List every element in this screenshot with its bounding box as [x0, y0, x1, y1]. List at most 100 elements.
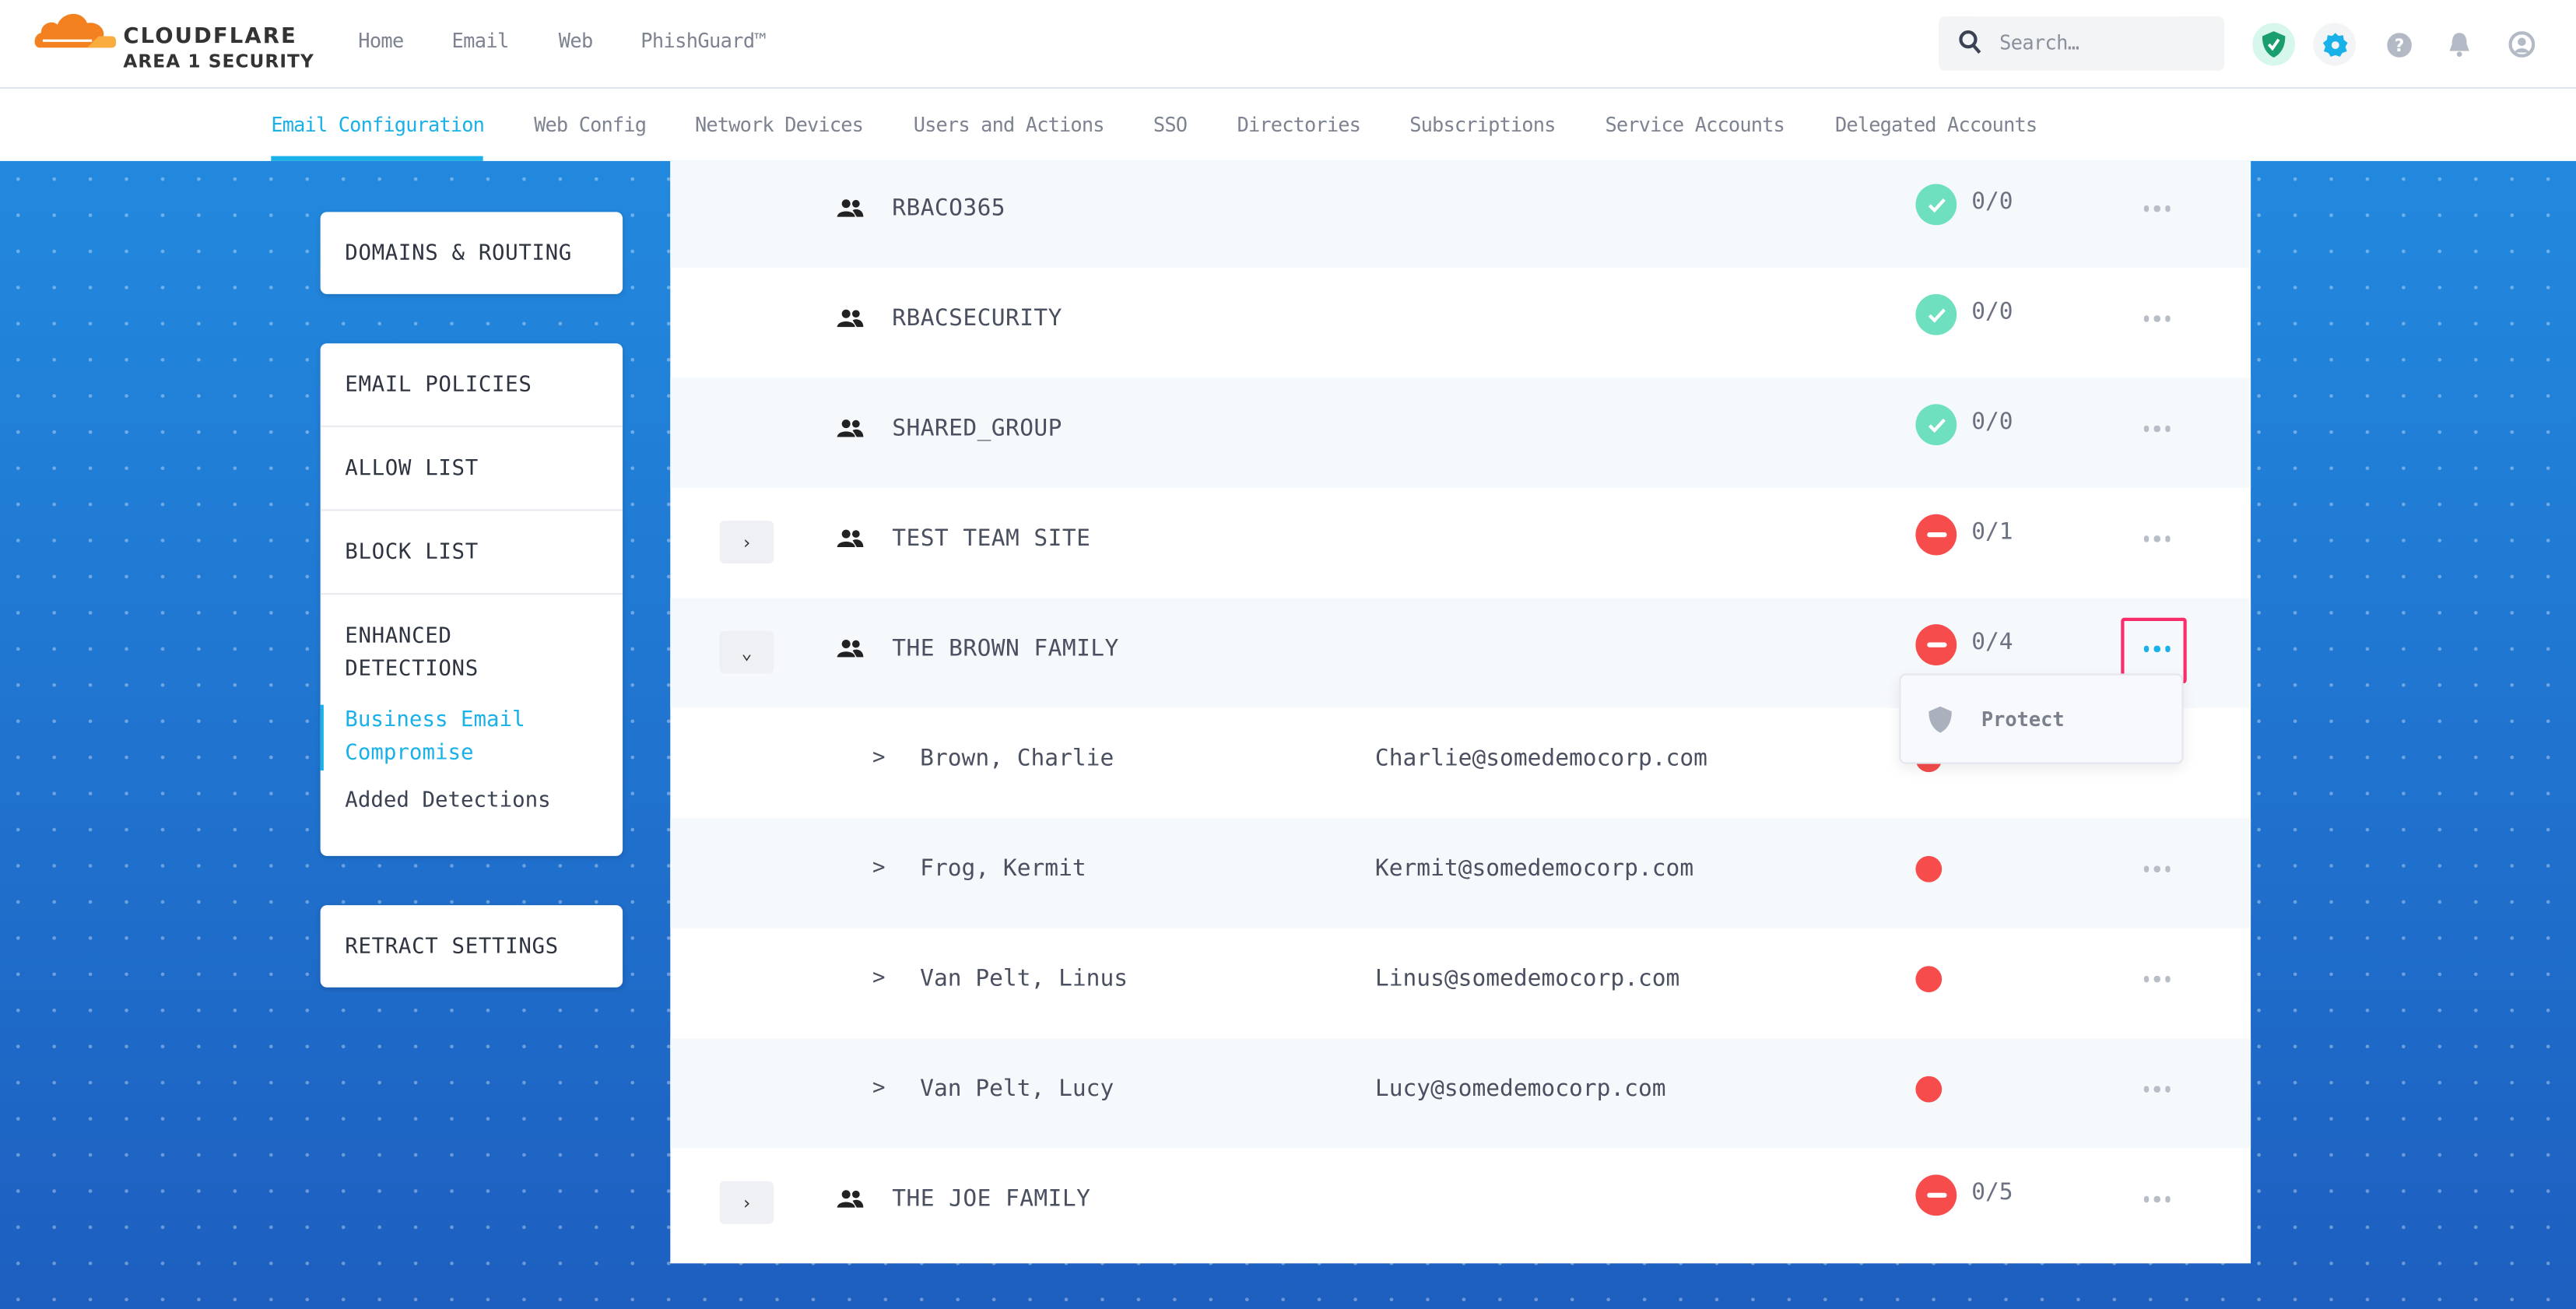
menu-item-protect[interactable]: Protect — [1981, 707, 2065, 732]
minus-circle-icon — [1915, 624, 1957, 665]
nav-phishguard[interactable]: PhishGuard™ — [640, 29, 767, 53]
more-actions-button[interactable] — [2132, 631, 2181, 667]
chevron-right-icon[interactable]: > — [872, 966, 886, 991]
tab-web-config[interactable]: Web Config — [534, 113, 647, 137]
group-row[interactable]: › TEST TEAM SITE 0/1 — [670, 488, 2251, 598]
member-email: Charlie@somedemocorp.com — [1374, 746, 1707, 773]
protected-count: 0/0 — [1971, 299, 2013, 325]
member-email: Lucy@somedemocorp.com — [1374, 1076, 1666, 1103]
member-row[interactable]: > Van Pelt, Lucy Lucy@somedemocorp.com — [670, 1038, 2251, 1149]
shield-icon — [1928, 706, 1952, 739]
chevron-down-icon[interactable]: ⌄ — [719, 630, 774, 674]
protected-count: 0/0 — [1971, 188, 2013, 216]
group-icon — [836, 414, 864, 445]
more-actions-button[interactable] — [2132, 1071, 2181, 1107]
minus-circle-icon — [1915, 514, 1957, 556]
more-actions-button[interactable] — [2132, 1181, 2181, 1217]
group-row[interactable]: SHARED_GROUP 0/0 — [670, 377, 2251, 488]
nav-email[interactable]: Email — [451, 29, 510, 53]
tab-sso[interactable]: SSO — [1153, 113, 1188, 137]
group-name[interactable]: RBACO365 — [892, 195, 1005, 222]
more-actions-button[interactable] — [2132, 521, 2181, 556]
unprotected-status-dot — [1915, 966, 1943, 993]
tab-service-accounts[interactable]: Service Accounts — [1605, 113, 1785, 137]
sidebar-item-retract-settings[interactable]: RETRACT SETTINGS — [345, 934, 559, 959]
help-icon[interactable]: ? — [2378, 23, 2420, 66]
chevron-right-icon[interactable]: > — [872, 746, 886, 771]
sidebar-item-domains-routing[interactable]: DOMAINS & ROUTING — [345, 240, 572, 265]
tab-delegated-accounts[interactable]: Delegated Accounts — [1834, 113, 2037, 137]
more-actions-button[interactable] — [2132, 300, 2181, 336]
gear-icon[interactable] — [2313, 23, 2357, 66]
more-actions-button[interactable] — [2132, 191, 2181, 226]
member-email: Linus@somedemocorp.com — [1374, 966, 1680, 993]
svg-text:?: ? — [2394, 36, 2404, 55]
chevron-right-icon[interactable]: › — [719, 1181, 774, 1224]
tab-directories[interactable]: Directories — [1237, 113, 1361, 137]
group-name[interactable]: THE BROWN FAMILY — [892, 635, 1119, 662]
sidebar-section-enhanced-detections[interactable]: ENHANCED DETECTIONS — [345, 624, 479, 683]
member-name: Van Pelt, Lucy — [920, 1076, 1114, 1103]
search-input[interactable]: Search… — [1938, 16, 2225, 71]
check-circle-icon — [1915, 293, 1957, 335]
group-name[interactable]: SHARED_GROUP — [892, 416, 1062, 442]
chevron-right-icon[interactable]: > — [872, 855, 886, 881]
tab-network-devices[interactable]: Network Devices — [694, 113, 864, 137]
group-row[interactable]: › THE JOE FAMILY 0/5 — [670, 1149, 2251, 1258]
sidebar-card-domains: DOMAINS & ROUTING — [320, 212, 623, 294]
protected-count: 0/0 — [1971, 409, 2013, 436]
active-tab-indicator — [271, 156, 483, 161]
protected-count: 0/5 — [1971, 1179, 2013, 1206]
group-icon — [836, 524, 864, 555]
chevron-right-icon[interactable]: › — [719, 521, 774, 564]
user-icon[interactable] — [2501, 23, 2543, 66]
member-name: Frog, Kermit — [920, 855, 1086, 883]
tab-subscriptions[interactable]: Subscriptions — [1409, 113, 1556, 137]
group-row[interactable]: RBACO365 0/0 — [670, 160, 2251, 268]
tab-email-configuration[interactable]: Email Configuration — [271, 113, 485, 137]
bell-icon[interactable] — [2438, 23, 2481, 66]
unprotected-status-dot — [1915, 1076, 1943, 1103]
cloudflare-logo[interactable] — [33, 9, 118, 58]
nav-home[interactable]: Home — [358, 29, 404, 53]
member-row[interactable]: > Van Pelt, Linus Linus@somedemocorp.com — [670, 928, 2251, 1038]
group-icon — [836, 634, 864, 665]
protected-count: 0/1 — [1971, 519, 2013, 546]
group-name[interactable]: THE JOE FAMILY — [892, 1186, 1091, 1212]
sidebar-subitem-added-detections[interactable]: Added Detections — [345, 788, 551, 813]
member-name: Brown, Charlie — [920, 746, 1114, 773]
group-icon — [836, 304, 864, 335]
search-icon — [1958, 30, 1983, 62]
sidebar-subitem-bec[interactable]: Business Email Compromise — [320, 704, 623, 771]
group-name[interactable]: TEST TEAM SITE — [892, 525, 1091, 553]
member-row[interactable]: > Frog, Kermit Kermit@somedemocorp.com — [670, 818, 2251, 928]
chevron-right-icon[interactable]: > — [872, 1076, 886, 1101]
group-icon — [836, 194, 864, 225]
more-actions-button[interactable] — [2132, 411, 2181, 447]
group-row[interactable]: RBACSECURITY 0/0 — [670, 268, 2251, 377]
tab-users-and-actions[interactable]: Users and Actions — [913, 113, 1105, 137]
sub-navigation: Email Configuration Web Config Network D… — [0, 88, 2576, 161]
sidebar-card-retract: RETRACT SETTINGS — [320, 905, 623, 988]
more-actions-button[interactable] — [2132, 851, 2181, 886]
search-placeholder: Search… — [1999, 31, 2079, 54]
protected-count: 0/4 — [1971, 629, 2013, 656]
sidebar-item-block-list[interactable]: BLOCK LIST — [320, 511, 623, 595]
top-header: CLOUDFLARE AREA 1 SECURITY Home Email We… — [0, 0, 2576, 89]
more-actions-button[interactable] — [2132, 961, 2181, 997]
sidebar-item-allow-list[interactable]: ALLOW LIST — [320, 427, 623, 511]
shield-check-icon[interactable] — [2252, 23, 2296, 66]
minus-circle-icon — [1915, 1174, 1957, 1216]
member-name: Van Pelt, Linus — [920, 966, 1128, 993]
sidebar-item-email-policies[interactable]: EMAIL POLICIES — [320, 343, 623, 427]
logo-brand: CLOUDFLARE — [123, 24, 297, 50]
check-circle-icon — [1915, 184, 1957, 226]
logo-product: AREA 1 SECURITY — [123, 51, 314, 72]
member-email: Kermit@somedemocorp.com — [1374, 855, 1694, 883]
actions-dropdown: Protect — [1899, 673, 2184, 764]
nav-web[interactable]: Web — [558, 29, 593, 53]
group-name[interactable]: RBACSECURITY — [892, 305, 1062, 332]
unprotected-status-dot — [1915, 855, 1943, 883]
sidebar-card-policies: EMAIL POLICIES ALLOW LIST BLOCK LIST ENH… — [320, 343, 623, 856]
